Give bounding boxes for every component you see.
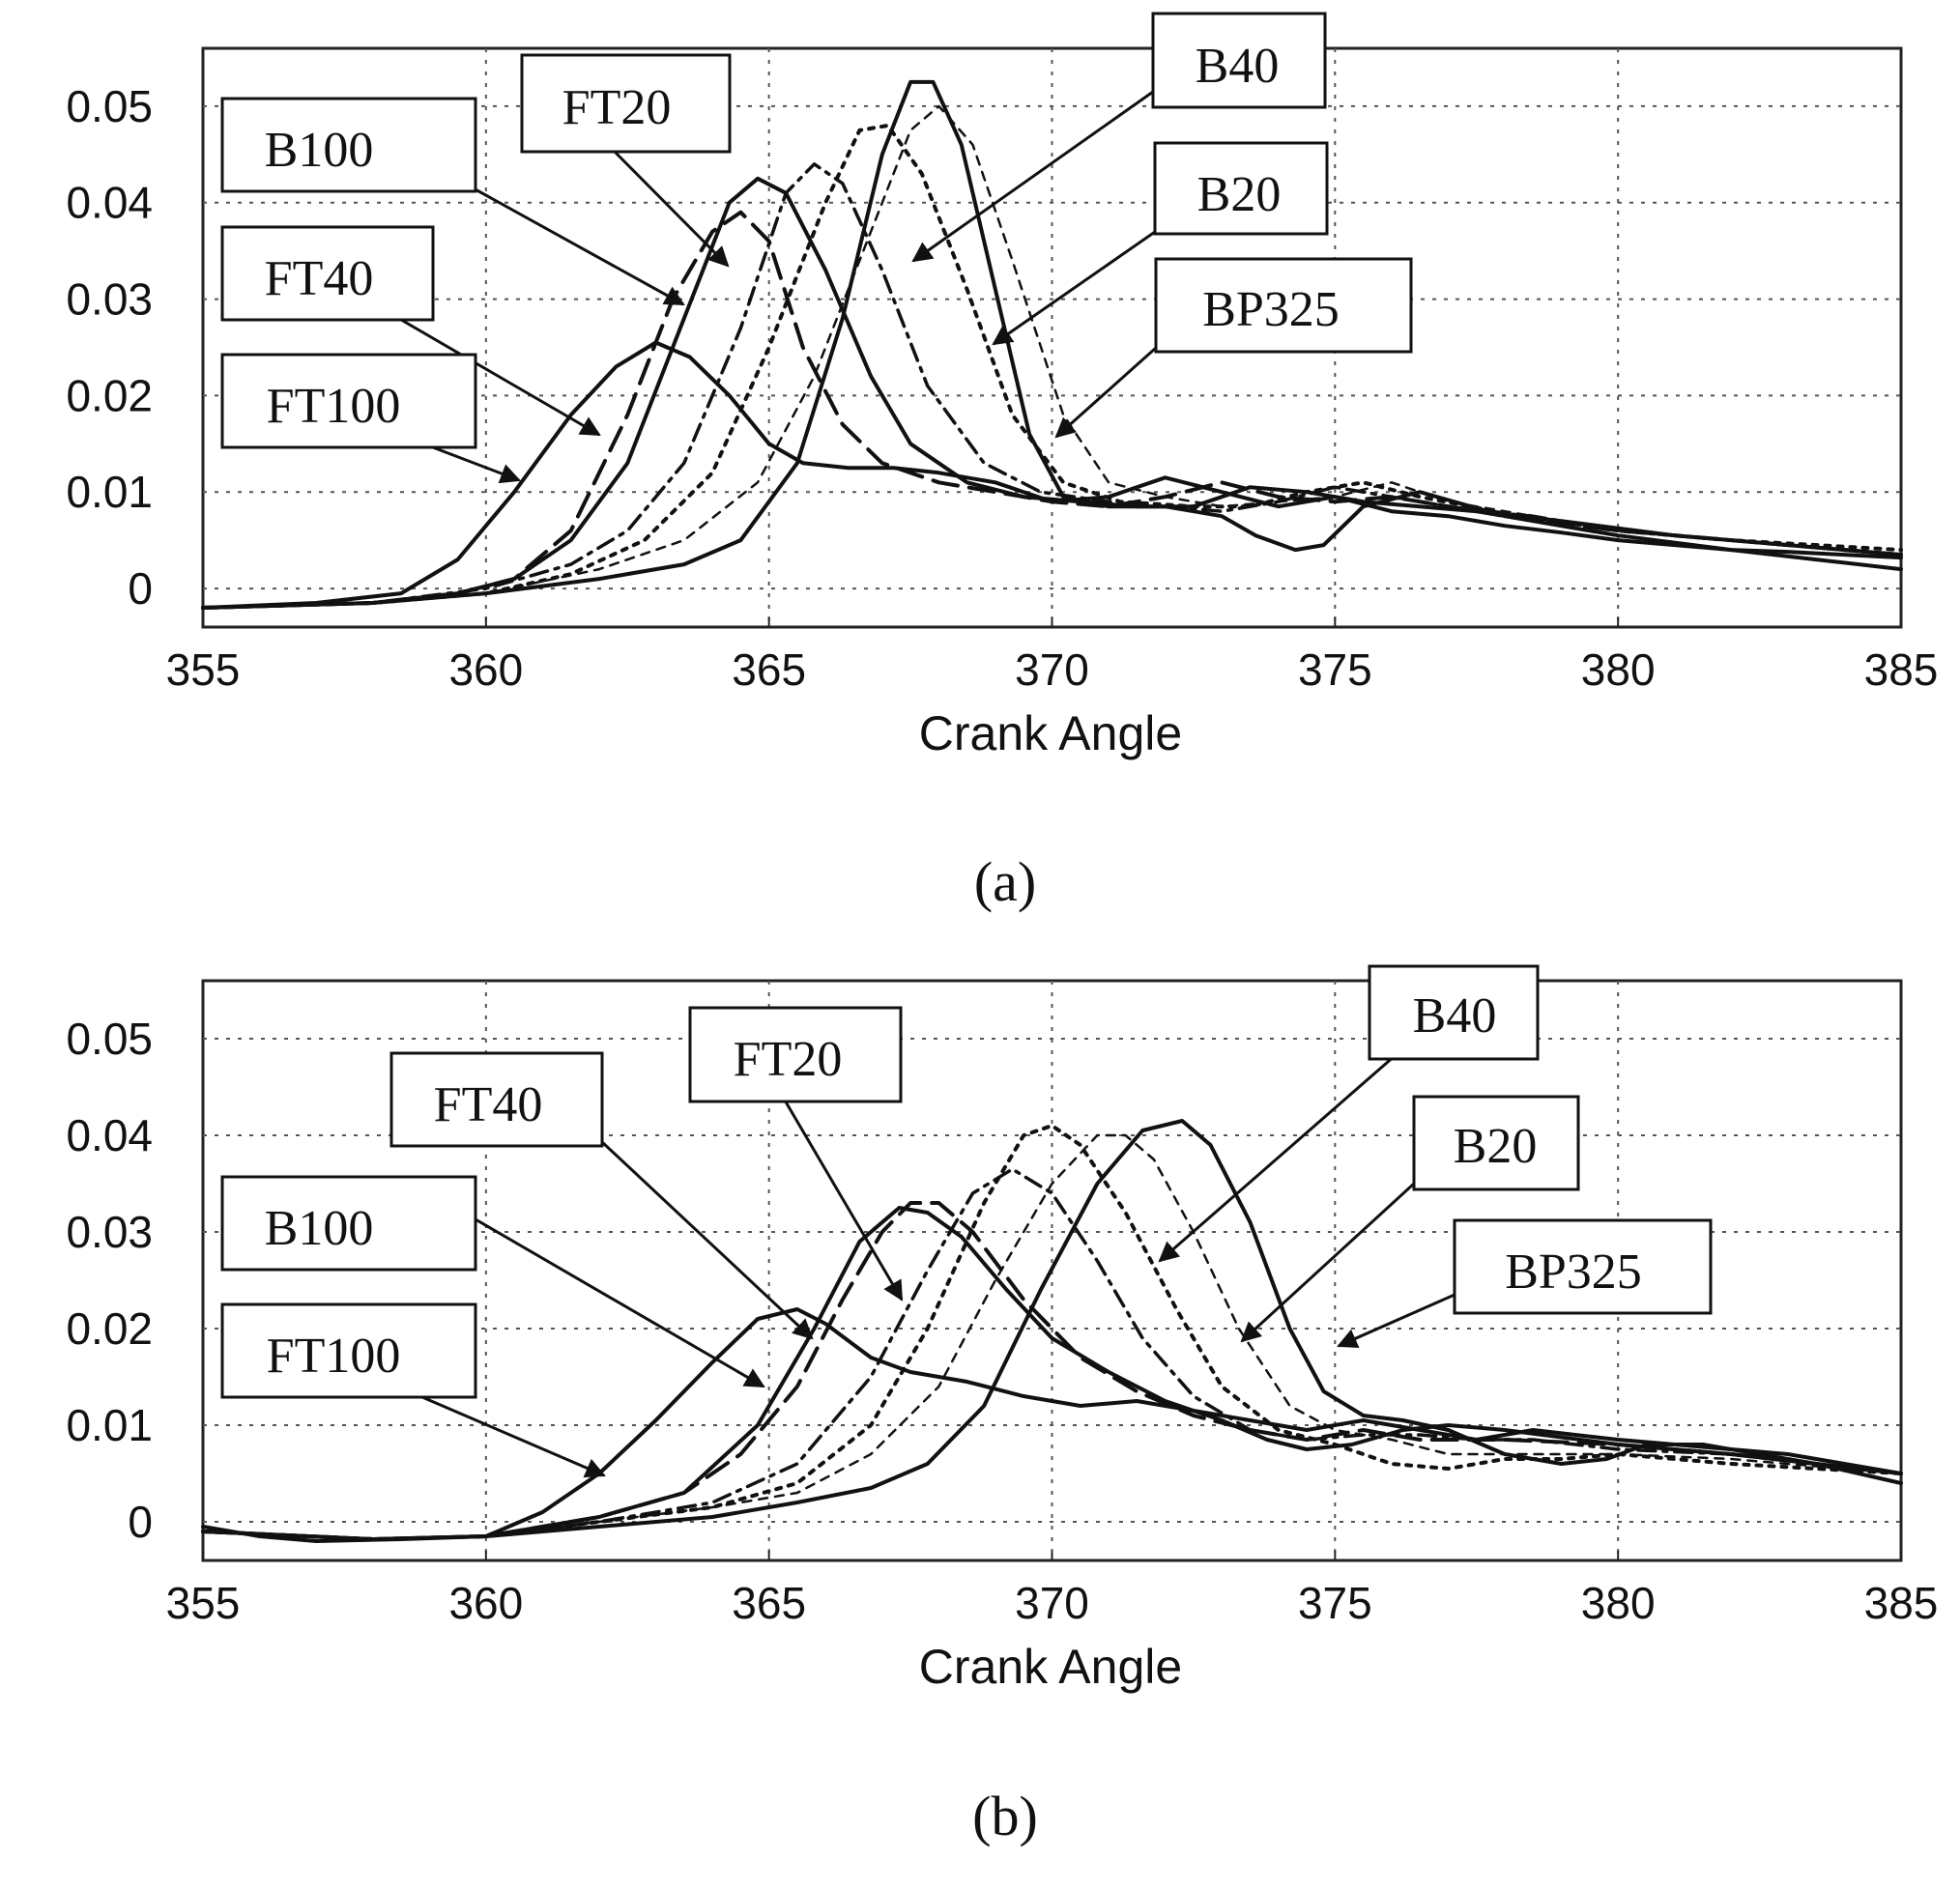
panel-b-series-B100 [201, 1206, 1903, 1541]
panel-a-x-tick-380: 380 [1581, 644, 1656, 695]
panel-a-label-B20: B20 [1197, 167, 1282, 222]
panel-a-y-tick-4: 0.04 [66, 178, 153, 228]
panel-b-label-FT100: FT100 [267, 1329, 401, 1384]
panel-b-label-BP325: BP325 [1505, 1244, 1642, 1300]
panel-b-plot: 355 360 365 370 375 380 385 0 0.01 0.02 0.03 0.04 0.… [66, 979, 1938, 1694]
panel-a-x-tick-355: 355 [166, 644, 241, 695]
panel-a-series-FT20 [201, 162, 1903, 610]
panel-b-series [201, 1119, 1903, 1543]
panel-a-y-tick-3: 0.03 [66, 274, 153, 325]
panel-a-annotation-B100: B100 [220, 97, 685, 306]
panel-b-label-B20: B20 [1454, 1119, 1538, 1174]
panel-a-y-tick-0: 0 [128, 563, 153, 614]
panel-b-annotation-FT100: FT100 [220, 1302, 606, 1478]
panel-a-label-B40: B40 [1196, 39, 1280, 94]
panel-b-series-BP325 [201, 1119, 1903, 1541]
panel-b-annotation-BP325: BP325 [1337, 1218, 1713, 1348]
panel-a-annotation-BP325: BP325 [1054, 257, 1413, 439]
panel-a-annotation-FT20: FT20 [520, 53, 732, 268]
panel-a-label-FT100: FT100 [267, 379, 401, 434]
panel-b-y-tick-4: 0.04 [66, 1110, 153, 1160]
panel-a-annotation-FT40: FT40 [220, 225, 601, 437]
panel-b-series-FT100 [201, 1307, 1903, 1543]
panel-b-ticks: 355 360 365 370 375 380 385 0 0.01 0.02 0.03 0.04 0.… [66, 1014, 1938, 1628]
panel-a-x-tick-385: 385 [1864, 644, 1939, 695]
panel-a-series [201, 79, 1903, 610]
panel-b-y-tick-3: 0.03 [66, 1207, 153, 1257]
panel-a-ticks: 355 360 365 370 375 380 385 0 0.01 0.02 0.03 0.04 0.… [66, 81, 1938, 695]
panel-a-y-tick-1: 0.01 [66, 467, 153, 517]
panel-b-y-tick-1: 0.01 [66, 1400, 153, 1450]
panel-a-caption: (a) [974, 850, 1036, 913]
panel-b-annotation-FT20: FT20 [688, 1006, 904, 1302]
panel-a-series-BP325 [201, 79, 1903, 610]
panel-a-series-B100 [201, 176, 1903, 610]
panel-b-x-tick-385: 385 [1864, 1578, 1939, 1628]
panel-b: 355 360 365 370 375 380 385 0 0.01 0.02 0.03 0.04 0.… [66, 964, 1938, 1847]
panel-b-label-B100: B100 [265, 1201, 374, 1256]
panel-a-x-tick-375: 375 [1298, 644, 1372, 695]
panel-b-x-tick-355: 355 [166, 1578, 241, 1628]
panel-b-x-tick-370: 370 [1015, 1578, 1089, 1628]
panel-a-x-tick-360: 360 [448, 644, 523, 695]
panel-b-x-tick-360: 360 [448, 1578, 523, 1628]
panel-a-series-B40 [201, 123, 1903, 610]
panel-b-annotation-B40: B40 [1158, 964, 1540, 1263]
panel-a-x-tick-365: 365 [732, 644, 806, 695]
panel-b-y-tick-5: 0.05 [66, 1014, 153, 1064]
panel-a-annotation-FT100: FT100 [220, 353, 521, 484]
panel-a-plot: 355 360 365 370 375 380 385 0 0.01 0.02 0.03 0.04 0.… [66, 46, 1938, 760]
panel-a-grid [203, 48, 1901, 627]
panel-a-y-tick-5: 0.05 [66, 81, 153, 131]
panel-a-x-tick-370: 370 [1015, 644, 1089, 695]
panel-a: 355 360 365 370 375 380 385 0 0.01 0.02 0.03 0.04 0.… [66, 12, 1938, 913]
panel-b-y-tick-2: 0.02 [66, 1303, 153, 1354]
panel-a-series-FT100 [201, 340, 1903, 610]
panel-b-x-tick-365: 365 [732, 1578, 806, 1628]
panel-a-label-FT20: FT20 [562, 80, 672, 135]
panel-b-annotation-B20: B20 [1240, 1095, 1580, 1343]
panel-a-label-FT40: FT40 [265, 251, 374, 306]
panel-b-series-FT20 [201, 1167, 1903, 1541]
panel-a-label-BP325: BP325 [1202, 282, 1340, 337]
panel-b-x-axis-label: Crank Angle [919, 1640, 1182, 1694]
panel-b-label-FT40: FT40 [434, 1077, 543, 1132]
panel-a-x-axis-label: Crank Angle [919, 706, 1182, 760]
panel-b-caption: (b) [972, 1785, 1038, 1847]
panel-a-annotation-B20: B20 [992, 141, 1329, 346]
panel-a-annotation-B40: B40 [911, 12, 1327, 263]
panel-b-x-tick-375: 375 [1298, 1578, 1372, 1628]
panel-b-annotation-FT40: FT40 [389, 1051, 814, 1340]
panel-a-y-tick-2: 0.02 [66, 370, 153, 420]
panel-b-y-tick-0: 0 [128, 1497, 153, 1547]
panel-b-annotation-B100: B100 [220, 1175, 765, 1388]
panel-b-x-tick-380: 380 [1581, 1578, 1656, 1628]
panel-b-series-FT40 [201, 1201, 1903, 1541]
panel-b-label-FT20: FT20 [734, 1032, 843, 1087]
panel-b-label-B40: B40 [1413, 988, 1497, 1044]
panel-b-series-B20 [201, 1133, 1903, 1541]
panel-a-label-B100: B100 [265, 123, 374, 178]
